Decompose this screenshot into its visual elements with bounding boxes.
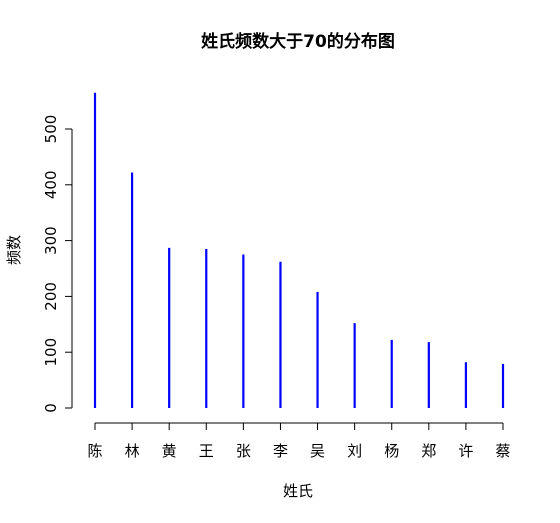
x-axis-title: 姓氏	[283, 482, 313, 500]
y-tick-label: 500	[42, 115, 60, 144]
x-tick-label: 许	[458, 442, 473, 460]
x-tick-label: 李	[273, 442, 288, 460]
x-axis: 陈林黄王张李吴刘杨郑许蔡	[87, 422, 511, 460]
y-tick-label: 100	[42, 338, 60, 367]
y-tick-label: 400	[42, 170, 60, 199]
y-tick-label: 200	[42, 282, 60, 311]
bars	[93, 92, 505, 408]
y-axis: 0 100 200 300 400 500	[42, 115, 73, 413]
x-tick-label: 林	[125, 442, 140, 460]
chart-title: 姓氏频数大于70的分布图	[201, 31, 395, 52]
x-tick-label: 黄	[162, 442, 177, 460]
y-tick-label: 300	[42, 226, 60, 255]
x-tick-label: 蔡	[495, 442, 510, 460]
x-tick-label: 杨	[384, 442, 399, 460]
x-tick-label: 张	[236, 442, 251, 460]
x-tick-label: 陈	[87, 442, 102, 460]
x-tick-label: 郑	[421, 442, 436, 460]
y-axis-title: 频数	[5, 235, 23, 265]
x-tick-label: 王	[199, 442, 214, 460]
y-tick-label: 0	[42, 403, 60, 413]
x-tick-label: 吴	[310, 442, 325, 460]
x-tick-label: 刘	[347, 442, 362, 460]
